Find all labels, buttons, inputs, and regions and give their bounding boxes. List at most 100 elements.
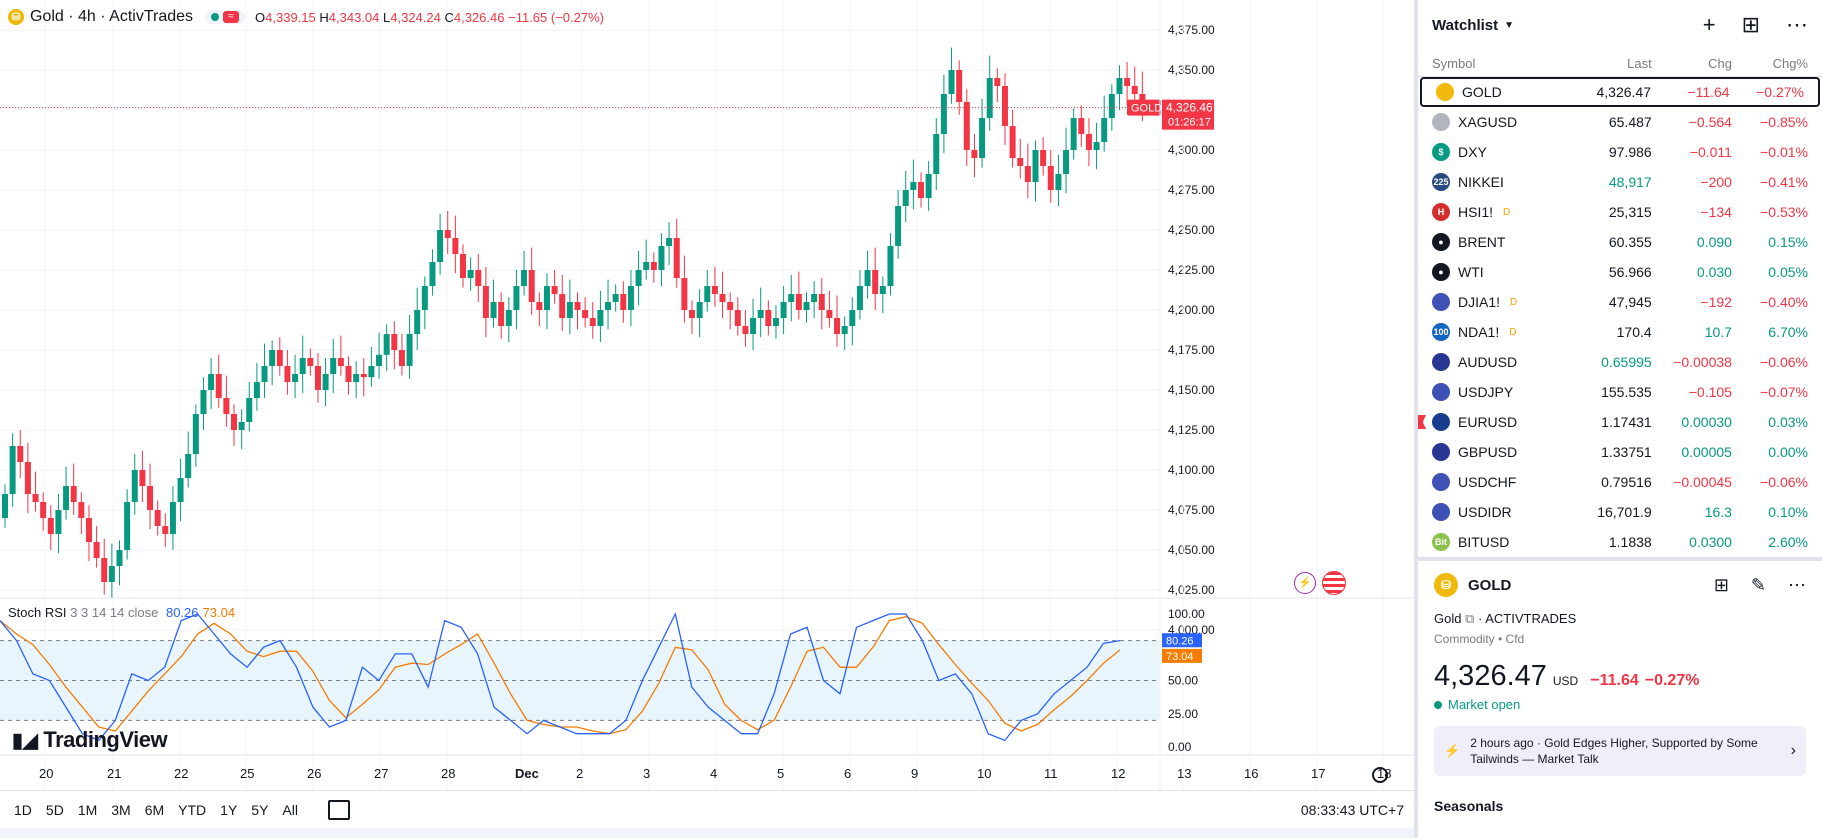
chart-canvas[interactable]: 4,375.004,350.004,325.004,300.004,275.00… (0, 0, 1414, 790)
candle (124, 502, 131, 550)
more-icon[interactable]: ⋯ (1786, 12, 1808, 37)
stoch-rsi-legend[interactable]: Stoch RSI 3 3 14 14 close 80.26 73.04 (8, 605, 236, 620)
range-ytd-button[interactable]: YTD (178, 802, 207, 818)
watchlist-row-hsi1[interactable]: H HSI1! D 25,315 −134 −0.53% (1418, 197, 1822, 227)
x-axis-label: 16 (1244, 766, 1258, 781)
price-tag-symbol: GOLD (1131, 103, 1162, 115)
watchlist-row-audusd[interactable]: AUDUSD 0.65995 −0.00038 −0.06% (1418, 347, 1822, 377)
edit-note-icon[interactable]: ✎ (1750, 574, 1766, 595)
watchlist-row-wti[interactable]: ● WTI 56.966 0.030 0.05% (1418, 257, 1822, 287)
axis-settings-icon[interactable] (1372, 767, 1388, 783)
gold-icon: ⛁ (1434, 573, 1458, 597)
candle (856, 286, 863, 310)
watchlist-row-nikkei[interactable]: 225 NIKKEI 48,917 −200 −0.41% (1418, 167, 1822, 197)
watchlist-row-nda1[interactable]: 100 NDA1! D 170.4 10.7 6.70% (1418, 317, 1822, 347)
dollar-icon: $ (1432, 143, 1450, 161)
bottom-panel-strip[interactable] (0, 828, 1414, 838)
range-6m-button[interactable]: 6M (144, 802, 165, 818)
row-chg-pct: −0.06% (1760, 474, 1808, 490)
ohlc-values: O4,339.15 H4,343.04 L4,324.24 C4,326.46 … (255, 9, 604, 25)
chart-area[interactable]: 4,375.004,350.004,325.004,300.004,275.00… (0, 0, 1414, 838)
row-chg-pct: −0.06% (1760, 354, 1808, 370)
y-axis-label: 4,225.00 (1168, 263, 1215, 277)
clock[interactable]: 08:33:43 UTC+7 (1300, 802, 1404, 818)
chevron-down-icon[interactable]: ▼ (1504, 19, 1515, 31)
row-chg: −0.00038 (1673, 354, 1732, 370)
calendar-icon[interactable] (327, 800, 350, 820)
candle (437, 230, 444, 262)
candle (757, 310, 764, 318)
event-lightning-icon[interactable]: ⚡ (1294, 572, 1316, 594)
column-chg-pct[interactable]: Chg% (1772, 55, 1808, 71)
lightning-icon: ⚡ (1444, 743, 1461, 758)
row-symbol: DJIA1! (1458, 294, 1501, 310)
candle (879, 286, 886, 294)
watchlist-row-xagusd[interactable]: XAGUSD 65.487 −0.564 −0.85% (1418, 107, 1822, 137)
candle (795, 294, 802, 310)
range-5y-button[interactable]: 5Y (251, 802, 269, 818)
advanced-view-icon[interactable]: ⊞ (1741, 12, 1760, 37)
column-symbol[interactable]: Symbol (1432, 55, 1476, 71)
detail-symbol[interactable]: GOLD (1468, 576, 1512, 594)
symbol-title[interactable]: Gold · 4h · ActivTrades (30, 8, 194, 25)
candle (734, 310, 741, 326)
tradingview-logo[interactable]: ▮◢ TradingView (12, 727, 168, 752)
candle (559, 294, 566, 318)
detail-price: 4,326.47 (1434, 660, 1547, 692)
candle (1055, 174, 1062, 190)
candle (1047, 166, 1054, 190)
range-all-button[interactable]: All (282, 802, 298, 818)
watchlist-row-djia1[interactable]: DJIA1! D 47,945 −192 −0.40% (1418, 287, 1822, 317)
row-chg: −0.011 (1689, 144, 1732, 160)
candle (918, 182, 924, 198)
x-axis-label: 4 (710, 766, 717, 781)
watchlist-row-dxy[interactable]: $ DXY 97.986 −0.011 −0.01% (1418, 137, 1822, 167)
candle (353, 374, 360, 382)
range-3m-button[interactable]: 3M (111, 802, 131, 818)
candle (521, 270, 528, 286)
add-symbol-icon[interactable]: + (1702, 12, 1716, 37)
rsi-axis-label: 100.00 (1168, 607, 1205, 621)
candle (612, 294, 619, 302)
candle (1124, 78, 1131, 86)
watchlist-row-bitusd[interactable]: Bit BITUSD 1.1838 0.0300 2.60% (1418, 527, 1822, 557)
watchlist-row-gbpusd[interactable]: GBPUSD 1.33751 0.00005 0.00% (1418, 437, 1822, 467)
candle (666, 238, 673, 246)
range-1d-button[interactable]: 1D (14, 802, 32, 818)
external-link-icon[interactable]: ⧉ (1465, 611, 1475, 626)
delay-badge: D (1510, 296, 1518, 308)
more-icon[interactable]: ⋯ (1788, 574, 1806, 595)
watchlist-row-gold[interactable]: GOLD 4,326.47 −11.64 −0.27% (1420, 77, 1820, 107)
y-axis-label: 4,200.00 (1168, 303, 1215, 317)
panel-divider[interactable] (1414, 0, 1418, 838)
market-status-pill[interactable]: ≈ (205, 10, 246, 24)
watchlist-row-usdidr[interactable]: USDIDR 16,701.9 16.3 0.10% (1418, 497, 1822, 527)
row-symbol: GBPUSD (1458, 444, 1518, 460)
watchlist-row-eurusd[interactable]: EURUSD 1.17431 0.00030 0.03% (1418, 407, 1822, 437)
watchlist-row-usdchf[interactable]: USDCHF 0.79516 −0.00045 −0.06% (1418, 467, 1822, 497)
x-axis-label: Dec (515, 766, 539, 781)
range-5d-button[interactable]: 5D (45, 802, 64, 818)
column-last[interactable]: Last (1627, 55, 1652, 71)
range-1m-button[interactable]: 1M (77, 802, 98, 818)
candle (467, 270, 474, 278)
range-1y-button[interactable]: 1Y (220, 802, 238, 818)
column-chg[interactable]: Chg (1708, 55, 1732, 71)
grid-view-icon[interactable]: ⊞ (1713, 574, 1729, 595)
chart-legend: ⛁ Gold · 4h · ActivTrades ≈ O4,339.15 H4… (8, 8, 604, 26)
watchlist-row-brent[interactable]: ● BRENT 60.355 0.090 0.15% (1418, 227, 1822, 257)
row-chg: −0.564 (1688, 114, 1732, 130)
candle (772, 318, 779, 326)
rsi-axis-label: 50.00 (1168, 674, 1198, 688)
us-flag-event-icon[interactable] (1322, 571, 1346, 595)
candle (1093, 142, 1100, 150)
candle (200, 390, 207, 414)
delay-icon: ≈ (223, 11, 240, 23)
row-chg-pct: −0.41% (1760, 174, 1808, 190)
seasonals-heading[interactable]: Seasonals (1434, 798, 1504, 814)
flag-marker-icon[interactable] (1418, 415, 1426, 429)
watchlist-title[interactable]: Watchlist (1432, 16, 1499, 34)
watchlist-row-usdjpy[interactable]: USDJPY 155.535 −0.105 −0.07% (1418, 377, 1822, 407)
news-banner[interactable]: ⚡ 2 hours ago · Gold Edges Higher, Suppo… (1434, 726, 1806, 776)
candle (940, 94, 947, 134)
